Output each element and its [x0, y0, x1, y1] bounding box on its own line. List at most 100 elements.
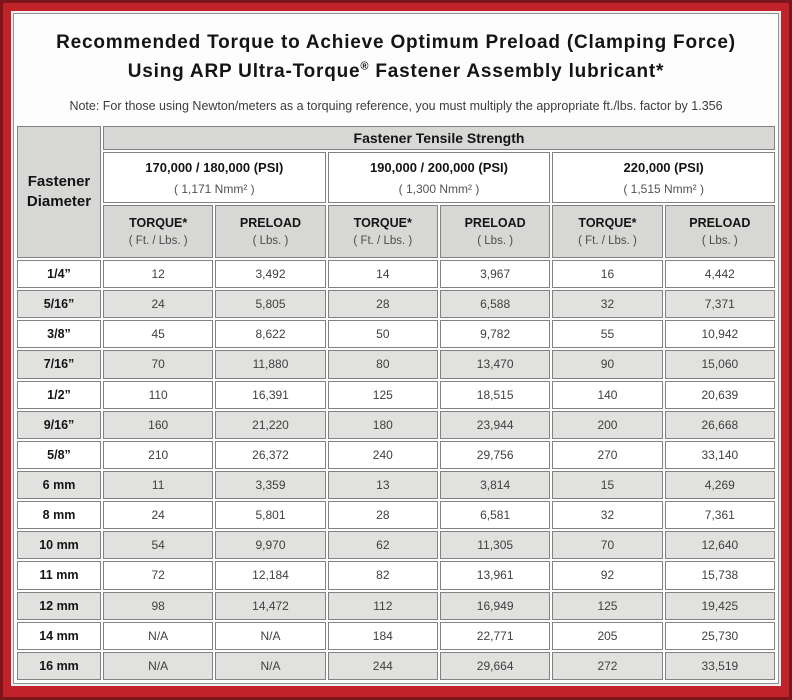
preload-value-cell: 5,801	[215, 501, 326, 530]
preload-value-cell: 6,581	[439, 501, 551, 530]
preload-column-header: PRELOAD ( Lbs. )	[664, 205, 775, 258]
preload-value-cell: 19,425	[664, 591, 775, 620]
preload-value-cell: 7,371	[664, 290, 775, 319]
torque-value-cell: 28	[327, 501, 438, 530]
torque-value-cell: 125	[552, 591, 663, 620]
nmm-value: ( 1,515 Nmm² )	[623, 181, 704, 196]
preload-value-cell: 33,140	[664, 440, 775, 469]
torque-value-cell: 32	[552, 290, 663, 319]
psi-value: 170,000 / 180,000 (PSI)	[145, 159, 284, 175]
torque-value-cell: 16	[552, 260, 663, 289]
torque-table-wrapper: Fastener Diameter Fastener Tensile Stren…	[15, 124, 777, 682]
torque-column-header: TORQUE* ( Ft. / Lbs. )	[103, 205, 214, 258]
table-row: 16 mm N/A N/A 244 29,664 272 33,519	[17, 651, 775, 680]
torque-value-cell: 70	[552, 531, 663, 560]
torque-value-cell: 160	[103, 410, 214, 439]
preload-value-cell: 29,664	[439, 651, 551, 680]
torque-value-cell: 24	[103, 501, 214, 530]
preload-value-cell: 20,639	[664, 380, 775, 409]
table-row: 3/8” 45 8,622 50 9,782 55 10,942	[17, 320, 775, 349]
preload-value-cell: 33,519	[664, 651, 775, 680]
preload-column-header: PRELOAD ( Lbs. )	[439, 205, 551, 258]
psi-group-3-header: 220,000 (PSI) ( 1,515 Nmm² )	[552, 152, 775, 203]
torque-value-cell: 82	[327, 561, 438, 590]
preload-value-cell: 4,269	[664, 470, 775, 500]
preload-value-cell: 22,771	[439, 621, 551, 650]
table-row: 5/16” 24 5,805 28 6,588 32 7,371	[17, 290, 775, 319]
torque-table-body: 1/4” 12 3,492 14 3,967 16 4,442 5/16” 24 5,805 28 6…	[17, 260, 775, 680]
conversion-note: Note: For those using Newton/meters as a…	[69, 99, 723, 113]
table-row: 5/8” 210 26,372 240 29,756 270 33,140	[17, 440, 775, 469]
preload-value-cell: 16,949	[439, 591, 551, 620]
torque-preload-header-row: TORQUE* ( Ft. / Lbs. ) PRELOAD ( Lbs. ) …	[17, 205, 775, 258]
torque-column-header: TORQUE* ( Ft. / Lbs. )	[327, 205, 438, 258]
torque-value-cell: 45	[103, 320, 214, 349]
preload-value-cell: 6,588	[439, 290, 551, 319]
table-row: 1/2” 110 16,391 125 18,515 140 20,639	[17, 380, 775, 409]
torque-value-cell: 13	[327, 470, 438, 500]
page-title: Recommended Torque to Achieve Optimum Pr…	[15, 29, 777, 86]
torque-value-cell: 28	[327, 290, 438, 319]
torque-value-cell: 200	[552, 410, 663, 439]
torque-value-cell: 270	[552, 440, 663, 469]
table-row: 8 mm 24 5,801 28 6,581 32 7,361	[17, 501, 775, 530]
registered-trademark-symbol: ®	[360, 60, 370, 73]
preload-value-cell: 9,782	[439, 320, 551, 349]
table-row: 11 mm 72 12,184 82 13,961 92 15,738	[17, 561, 775, 590]
preload-value-cell: 18,515	[439, 380, 551, 409]
fastener-diameter-cell: 5/8”	[17, 440, 101, 469]
table-row: 12 mm 98 14,472 112 16,949 125 19,425	[17, 591, 775, 620]
fastener-diameter-cell: 1/4”	[17, 260, 101, 289]
preload-value-cell: 12,184	[215, 561, 326, 590]
fastener-diameter-cell: 9/16”	[17, 410, 101, 439]
torque-value-cell: 180	[327, 410, 438, 439]
psi-group-1-header: 170,000 / 180,000 (PSI) ( 1,171 Nmm² )	[103, 152, 326, 203]
preload-value-cell: 12,640	[664, 531, 775, 560]
preload-value-cell: 16,391	[215, 380, 326, 409]
nmm-value: ( 1,300 Nmm² )	[398, 181, 480, 196]
preload-value-cell: 26,372	[215, 440, 326, 469]
torque-value-cell: 244	[327, 651, 438, 680]
fastener-diameter-cell: 8 mm	[17, 501, 101, 530]
torque-value-cell: 11	[103, 470, 214, 500]
torque-column-header: TORQUE* ( Ft. / Lbs. )	[552, 205, 663, 258]
preload-value-cell: N/A	[215, 651, 326, 680]
table-row: 14 mm N/A N/A 184 22,771 205 25,730	[17, 621, 775, 650]
preload-value-cell: 3,814	[439, 470, 551, 500]
torque-value-cell: 90	[552, 350, 663, 379]
preload-value-cell: 15,738	[664, 561, 775, 590]
torque-value-cell: 140	[552, 380, 663, 409]
fastener-diameter-header: Fastener Diameter	[17, 126, 101, 258]
torque-value-cell: 50	[327, 320, 438, 349]
preload-value-cell: 13,961	[439, 561, 551, 590]
torque-value-cell: 55	[552, 320, 663, 349]
nmm-value: ( 1,171 Nmm² )	[173, 181, 255, 196]
torque-spec-table: Fastener Diameter Fastener Tensile Stren…	[15, 124, 777, 682]
content-panel: Recommended Torque to Achieve Optimum Pr…	[13, 13, 779, 684]
torque-value-cell: 205	[552, 621, 663, 650]
table-row: 9/16” 160 21,220 180 23,944 200 26,668	[17, 410, 775, 439]
title-line-2: Using ARP Ultra-Torque® Fastener Assembl…	[127, 60, 665, 82]
preload-value-cell: 11,880	[215, 350, 326, 379]
torque-value-cell: 15	[552, 470, 663, 500]
torque-value-cell: 210	[103, 440, 214, 469]
fastener-diameter-cell: 5/16”	[17, 290, 101, 319]
torque-value-cell: N/A	[103, 621, 214, 650]
torque-value-cell: 80	[327, 350, 438, 379]
torque-value-cell: 98	[103, 591, 214, 620]
preload-value-cell: 25,730	[664, 621, 775, 650]
torque-value-cell: 72	[103, 561, 214, 590]
torque-value-cell: 112	[327, 591, 438, 620]
torque-value-cell: 62	[327, 531, 438, 560]
torque-value-cell: 12	[103, 260, 214, 289]
preload-value-cell: 10,942	[664, 320, 775, 349]
torque-value-cell: 24	[103, 290, 214, 319]
torque-value-cell: 32	[552, 501, 663, 530]
torque-value-cell: 70	[103, 350, 214, 379]
preload-value-cell: N/A	[215, 621, 326, 650]
fastener-diameter-cell: 16 mm	[17, 651, 101, 680]
preload-value-cell: 15,060	[664, 350, 775, 379]
tensile-strength-header-row: Fastener Diameter Fastener Tensile Stren…	[17, 126, 775, 258]
torque-value-cell: 272	[552, 651, 663, 680]
title-line-1: Recommended Torque to Achieve Optimum Pr…	[56, 32, 736, 53]
